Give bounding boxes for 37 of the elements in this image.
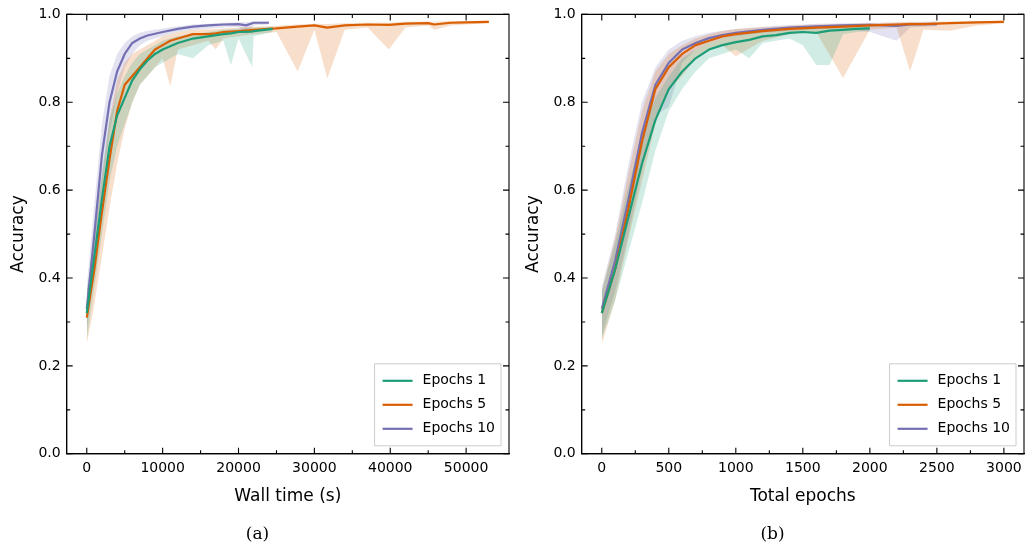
y-tick-label: 0.0 [38,444,61,461]
y-tick-label: 1.0 [553,5,576,22]
x-tick-label: 1000 [717,458,754,475]
y-tick-label: 0.4 [553,268,576,285]
y-axis-title: Accuracy [521,195,542,273]
x-tick-label: 50000 [443,458,489,475]
legend-label: Epochs 1 [937,371,1002,388]
x-axis-title: Total epochs [748,485,856,506]
y-tick-label: 0.6 [553,180,576,197]
y-tick-label: 0.8 [38,92,61,109]
x-tick-label: 1500 [785,458,821,475]
x-tick-label: 0 [82,458,92,475]
y-tick-label: 1.0 [38,5,61,22]
legend-label: Epochs 10 [422,419,496,436]
legend-label: Epochs 1 [422,371,487,388]
y-tick-label: 0.0 [553,444,576,461]
y-tick-label: 0.6 [38,180,61,197]
x-tick-label: 0 [597,458,607,475]
legend-label: Epochs 10 [937,419,1011,436]
x-tick-label: 20000 [216,458,261,475]
y-tick-label: 0.2 [38,356,61,373]
x-tick-label: 10000 [140,458,185,475]
x-tick-label: 30000 [292,458,337,475]
x-tick-label: 2500 [919,458,955,475]
text: (a) [244,523,271,543]
x-tick-label: 500 [655,458,683,475]
y-tick-label: 0.4 [38,268,61,285]
x-axis-title: Wall time (s) [234,485,342,506]
legend-label: Epochs 5 [937,395,1002,412]
x-tick-label: 2000 [852,458,888,475]
x-tick-label: 3000 [986,458,1022,475]
y-axis-title: Accuracy [6,195,27,273]
text: (b) [759,523,786,543]
y-tick-label: 0.8 [553,92,576,109]
y-tick-label: 0.2 [553,356,576,373]
legend-label: Epochs 5 [422,395,487,412]
x-tick-label: 40000 [367,458,413,475]
